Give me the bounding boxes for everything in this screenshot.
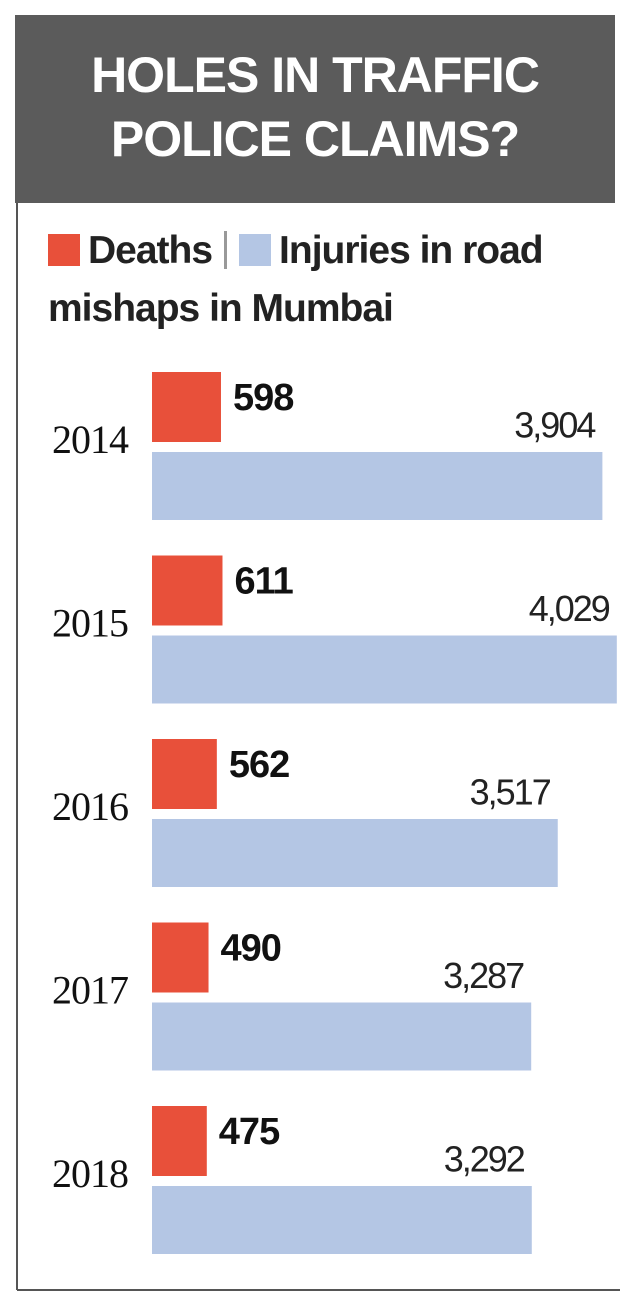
y-tick-label: 2016 [52,784,128,829]
bar [152,1186,532,1254]
bar [152,739,217,809]
y-tick-label: 2018 [52,1151,128,1196]
bar [152,452,603,520]
value-label: 3,292 [444,1139,525,1180]
value-label: 562 [229,744,289,786]
legend: Deaths Injuries in road mishaps in Mumbai [48,222,618,338]
value-label: 611 [234,561,293,603]
legend-label: Deaths [88,229,213,272]
legend-separator [224,231,228,269]
y-tick-label: 2014 [52,417,129,462]
value-label: 3,287 [443,955,524,996]
value-label: 3,517 [470,772,551,813]
bar [152,922,209,993]
legend-swatch [48,234,80,266]
legend-label: Injuries in road mishaps in Mumbai [48,229,544,330]
value-label: 475 [219,1111,280,1153]
value-label: 490 [221,928,281,970]
value-label: 3,904 [514,405,595,446]
bar [152,819,558,887]
legend-swatch [239,234,272,266]
value-label: 598 [233,377,293,419]
chart-title: HOLES IN TRAFFIC POLICE CLAIMS? [15,15,615,203]
y-tick-label: 2015 [52,601,128,646]
bar [152,372,221,442]
bar [152,635,617,704]
y-tick-label: 2017 [52,968,128,1013]
bar [152,1106,207,1176]
bar [152,1002,532,1071]
value-label: 4,029 [529,588,610,629]
bar [152,555,223,626]
